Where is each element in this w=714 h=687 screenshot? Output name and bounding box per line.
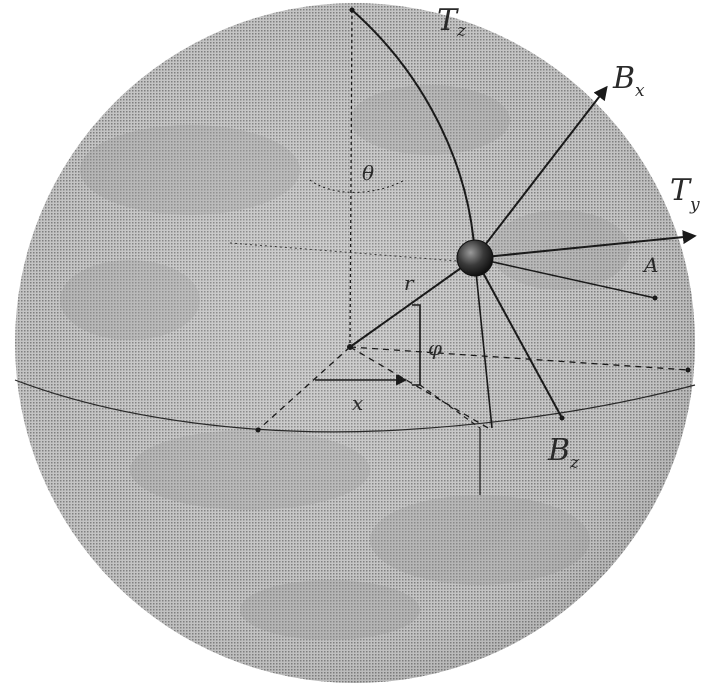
label-x: x	[352, 391, 363, 415]
label-bx: Bx	[612, 61, 645, 101]
label-r: r	[404, 271, 415, 295]
label-tz: Tz	[437, 3, 467, 41]
particle-ball	[457, 240, 493, 276]
label-phi: φ	[428, 336, 442, 360]
label-ty: Ty	[670, 173, 700, 215]
label-theta: θ	[362, 161, 374, 185]
label-a: A	[642, 253, 658, 277]
